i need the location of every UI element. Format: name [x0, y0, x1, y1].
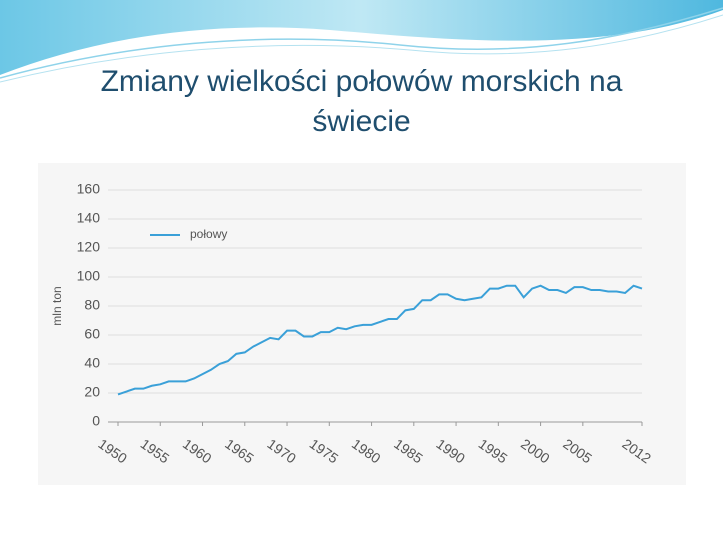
data-line [117, 284, 643, 396]
y-tick-label: 140 [77, 210, 101, 226]
y-tick-label: 40 [84, 355, 100, 371]
y-tick-label: 0 [92, 413, 100, 429]
wave-line [0, 7, 723, 79]
slide-title: Zmiany wielkości połowów morskich na świ… [100, 65, 623, 138]
y-tick-label: 20 [84, 384, 100, 400]
y-tick-label: 160 [77, 181, 101, 197]
y-tick-label: 60 [84, 326, 100, 342]
wave-line [0, 14, 723, 83]
chart-panel [38, 163, 686, 485]
y-tick-label: 100 [77, 268, 101, 284]
wave [0, 0, 723, 75]
y-tick-label: 80 [84, 297, 100, 313]
header-decoration [0, 0, 723, 83]
y-tick-label: 120 [77, 239, 101, 255]
legend-label: połowy [190, 227, 227, 241]
y-axis-label: mln ton [50, 286, 64, 325]
